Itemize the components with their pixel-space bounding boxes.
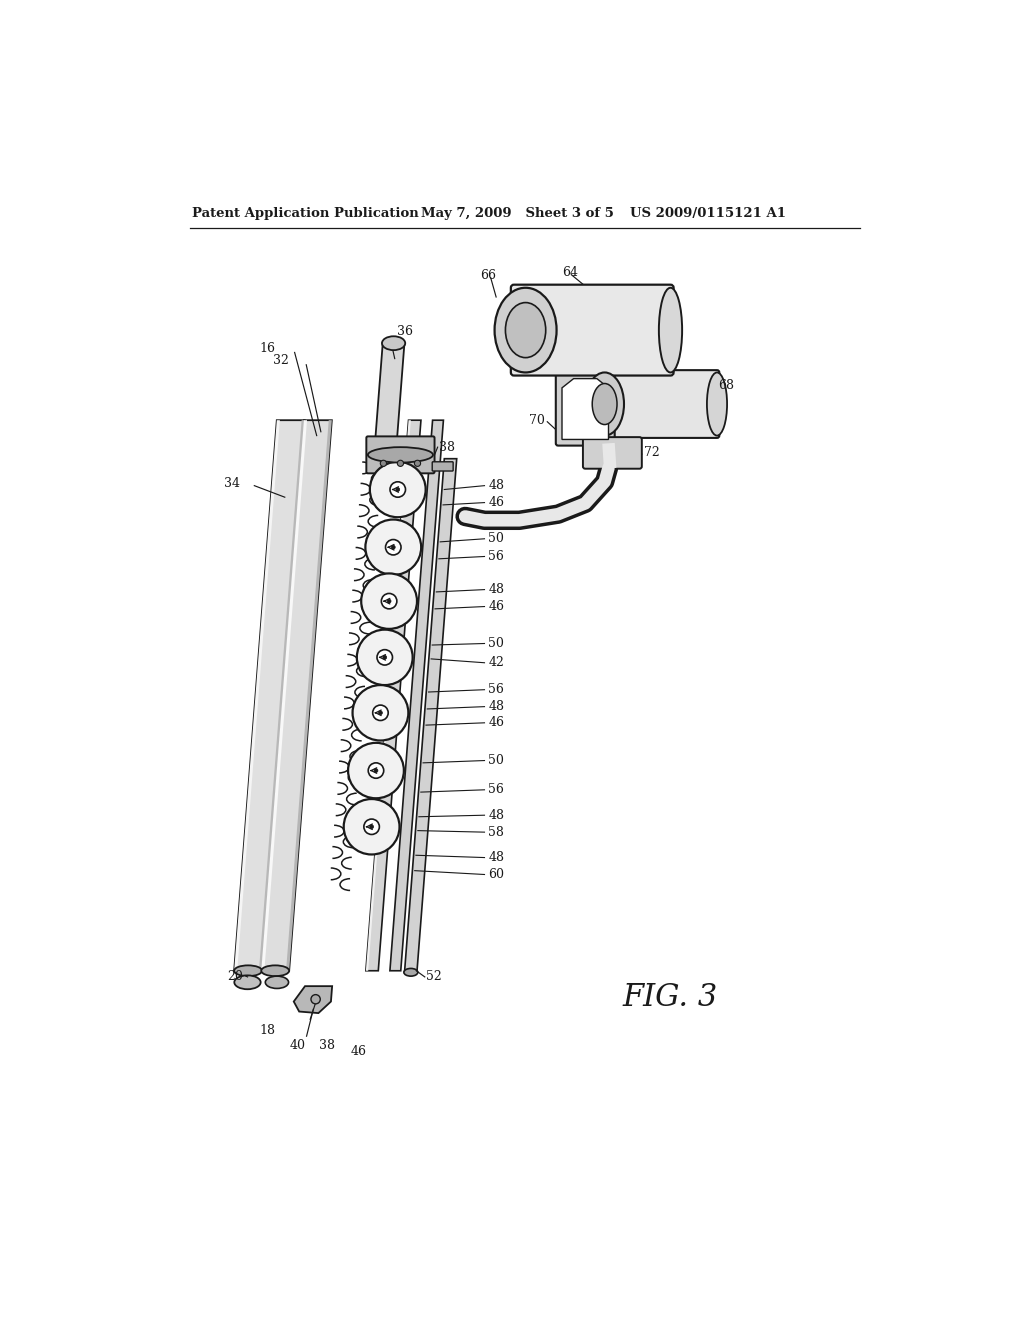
Polygon shape bbox=[234, 420, 305, 970]
Text: Patent Application Publication: Patent Application Publication bbox=[191, 207, 418, 220]
Text: 20: 20 bbox=[227, 970, 243, 982]
Text: 68: 68 bbox=[719, 379, 734, 392]
Text: 50: 50 bbox=[488, 754, 504, 767]
Text: 46: 46 bbox=[351, 1045, 367, 1059]
Text: 56: 56 bbox=[488, 783, 504, 796]
Circle shape bbox=[366, 520, 421, 576]
Circle shape bbox=[377, 649, 392, 665]
Circle shape bbox=[387, 599, 391, 603]
Text: 48: 48 bbox=[488, 479, 505, 492]
Polygon shape bbox=[366, 420, 421, 970]
FancyBboxPatch shape bbox=[556, 355, 614, 446]
Polygon shape bbox=[234, 420, 280, 970]
Ellipse shape bbox=[658, 288, 682, 372]
Text: 40: 40 bbox=[290, 1039, 305, 1052]
Ellipse shape bbox=[506, 302, 546, 358]
Polygon shape bbox=[294, 986, 332, 1014]
Text: May 7, 2009   Sheet 3 of 5: May 7, 2009 Sheet 3 of 5 bbox=[421, 207, 613, 220]
Ellipse shape bbox=[592, 384, 617, 425]
Text: 50: 50 bbox=[488, 532, 504, 545]
Polygon shape bbox=[366, 420, 411, 970]
Text: 38: 38 bbox=[439, 441, 456, 454]
Circle shape bbox=[370, 825, 374, 829]
Text: 66: 66 bbox=[480, 269, 497, 282]
FancyBboxPatch shape bbox=[367, 437, 434, 474]
Ellipse shape bbox=[234, 965, 262, 977]
Text: 56: 56 bbox=[488, 550, 504, 564]
Text: 72: 72 bbox=[644, 446, 659, 459]
Polygon shape bbox=[404, 459, 457, 970]
Text: 48: 48 bbox=[488, 809, 505, 822]
Circle shape bbox=[396, 487, 399, 491]
Circle shape bbox=[390, 482, 406, 498]
Circle shape bbox=[380, 461, 386, 466]
Circle shape bbox=[374, 768, 378, 772]
Text: 36: 36 bbox=[397, 325, 413, 338]
Circle shape bbox=[356, 630, 413, 685]
Text: 46: 46 bbox=[488, 717, 505, 730]
Ellipse shape bbox=[234, 975, 261, 989]
Circle shape bbox=[373, 705, 388, 721]
Text: 64: 64 bbox=[562, 265, 578, 279]
Text: 58: 58 bbox=[488, 825, 504, 838]
Polygon shape bbox=[261, 420, 307, 970]
Text: 48: 48 bbox=[488, 700, 505, 713]
Circle shape bbox=[381, 594, 397, 609]
Polygon shape bbox=[261, 420, 332, 970]
Ellipse shape bbox=[261, 965, 289, 977]
Ellipse shape bbox=[265, 977, 289, 989]
Ellipse shape bbox=[495, 288, 557, 372]
Circle shape bbox=[369, 763, 384, 779]
Circle shape bbox=[364, 818, 379, 834]
Ellipse shape bbox=[586, 372, 624, 436]
Text: 70: 70 bbox=[529, 413, 545, 426]
Text: 34: 34 bbox=[224, 477, 241, 490]
Circle shape bbox=[383, 656, 387, 659]
Text: 50: 50 bbox=[488, 638, 504, 649]
Polygon shape bbox=[390, 420, 443, 970]
Ellipse shape bbox=[368, 447, 433, 462]
Ellipse shape bbox=[382, 337, 406, 350]
Circle shape bbox=[415, 461, 421, 466]
Ellipse shape bbox=[403, 969, 418, 977]
Text: 38: 38 bbox=[318, 1039, 335, 1052]
Text: 16: 16 bbox=[259, 342, 275, 355]
FancyBboxPatch shape bbox=[432, 462, 454, 471]
Text: 48: 48 bbox=[488, 851, 505, 865]
Circle shape bbox=[385, 540, 401, 554]
Circle shape bbox=[311, 995, 321, 1003]
FancyBboxPatch shape bbox=[583, 437, 642, 469]
Circle shape bbox=[397, 461, 403, 466]
FancyBboxPatch shape bbox=[598, 370, 719, 438]
Ellipse shape bbox=[707, 372, 727, 436]
Polygon shape bbox=[259, 420, 305, 970]
Text: FIG. 3: FIG. 3 bbox=[623, 982, 718, 1014]
Circle shape bbox=[361, 573, 417, 628]
Text: 60: 60 bbox=[488, 869, 505, 880]
Text: 52: 52 bbox=[426, 970, 442, 983]
Circle shape bbox=[352, 685, 409, 741]
FancyBboxPatch shape bbox=[511, 285, 674, 376]
Text: 32: 32 bbox=[272, 354, 289, 367]
Circle shape bbox=[344, 799, 399, 854]
Text: US 2009/0115121 A1: US 2009/0115121 A1 bbox=[630, 207, 786, 220]
Text: 42: 42 bbox=[488, 656, 504, 669]
Circle shape bbox=[379, 711, 382, 714]
Circle shape bbox=[391, 545, 395, 549]
Text: 18: 18 bbox=[259, 1023, 275, 1036]
Circle shape bbox=[370, 462, 426, 517]
Polygon shape bbox=[286, 420, 332, 970]
Text: 48: 48 bbox=[488, 583, 505, 597]
Polygon shape bbox=[562, 379, 608, 440]
Text: 46: 46 bbox=[488, 601, 505, 612]
Polygon shape bbox=[374, 343, 404, 459]
Circle shape bbox=[348, 743, 403, 799]
Text: 56: 56 bbox=[488, 684, 504, 696]
Text: 46: 46 bbox=[488, 496, 505, 510]
